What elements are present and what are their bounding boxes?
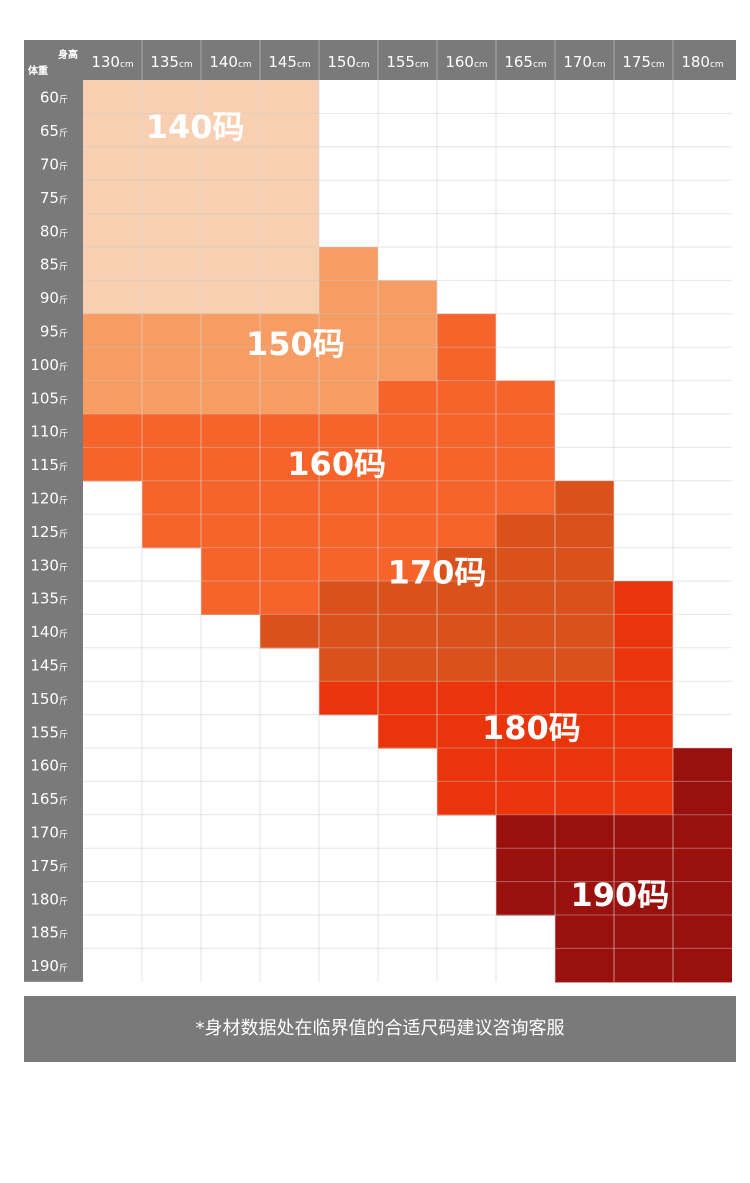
- size-zone-cell-4-17: [614, 647, 673, 682]
- row-header-bar: [24, 40, 83, 982]
- row-label: 115斤: [30, 456, 68, 474]
- column-label: 165cm: [504, 53, 546, 71]
- column-label: 145cm: [268, 53, 310, 71]
- size-zone-cell-3-13: [496, 514, 614, 549]
- size-zone-cell-0-4: [83, 213, 319, 248]
- column-label: 140cm: [209, 53, 251, 71]
- row-label: 175斤: [30, 857, 68, 875]
- size-zone-cell-5-20: [673, 748, 732, 782]
- row-label: 185斤: [30, 924, 68, 942]
- row-label: 140斤: [30, 623, 68, 641]
- column-label: 160cm: [445, 53, 487, 71]
- size-zone-cell-0-5: [83, 247, 319, 281]
- size-zone-cell-2-14: [201, 547, 437, 582]
- corner-column-header: 身高: [58, 48, 78, 61]
- row-label: 160斤: [30, 757, 68, 775]
- size-zone-cell-3-12: [555, 480, 614, 515]
- size-zone-cell-5-24: [496, 881, 732, 916]
- row-label: 90斤: [40, 289, 68, 307]
- size-zone-cell-2-9: [378, 380, 555, 415]
- size-zone-cell-2-11: [83, 447, 555, 482]
- size-zone-cell-4-20: [437, 748, 673, 782]
- row-label: 60斤: [40, 89, 68, 107]
- row-label: 155斤: [30, 723, 68, 741]
- size-zone-cell-4-19: [378, 714, 673, 749]
- size-zone-cell-3-14: [437, 547, 614, 582]
- size-zone-cell-5-23: [496, 848, 732, 883]
- size-zone-cell-1-6: [319, 280, 437, 315]
- row-label: 120斤: [30, 490, 68, 508]
- footer-note: *身材数据处在临界值的合适尺码建议咨询客服: [24, 996, 736, 1062]
- row-label: 180斤: [30, 890, 68, 908]
- size-zone-cell-2-13: [142, 514, 496, 549]
- size-zone-cell-3-16: [260, 614, 614, 649]
- row-label: 190斤: [30, 957, 68, 975]
- size-zone-cell-3-17: [319, 647, 614, 682]
- size-zone-cell-4-16: [614, 614, 673, 649]
- size-zone-cell-1-8: [83, 347, 437, 382]
- size-zone-cell-2-12: [142, 480, 555, 515]
- size-zone-cell-4-18: [319, 681, 673, 716]
- size-zone-cell-5-25: [555, 915, 732, 949]
- size-zone-label: 170码: [388, 554, 487, 592]
- row-label: 165斤: [30, 790, 68, 808]
- row-label: 85斤: [40, 256, 68, 274]
- row-label: 125斤: [30, 523, 68, 541]
- row-label: 150斤: [30, 690, 68, 708]
- size-zone-label: 160码: [287, 445, 386, 483]
- size-zone-cell-4-21: [437, 781, 673, 816]
- size-zone-cell-0-0: [83, 80, 319, 114]
- row-label: 100斤: [30, 356, 68, 374]
- size-zone-cell-3-15: [319, 581, 614, 615]
- size-zone-cell-0-6: [83, 280, 319, 315]
- row-label: 65斤: [40, 122, 68, 140]
- row-label: 80斤: [40, 222, 68, 240]
- size-zone-cell-2-15: [201, 581, 319, 615]
- row-label: 170斤: [30, 824, 68, 842]
- row-label: 95斤: [40, 323, 68, 341]
- size-zone-cell-1-9: [83, 380, 378, 415]
- row-label: 130斤: [30, 556, 68, 574]
- column-label: 150cm: [327, 53, 369, 71]
- size-zone-cell-5-26: [555, 948, 732, 983]
- size-zone-cell-0-1: [83, 113, 319, 148]
- size-zone-cell-2-8: [437, 347, 496, 382]
- column-header-bar: [24, 40, 736, 80]
- size-zone-cell-2-7: [437, 313, 496, 348]
- row-label: 105斤: [30, 389, 68, 407]
- size-zone-label: 180码: [482, 709, 581, 747]
- size-zone-cell-4-15: [614, 581, 673, 615]
- size-zone-cell-5-22: [496, 814, 732, 849]
- column-label: 170cm: [563, 53, 605, 71]
- size-zone-cell-5-21: [673, 781, 732, 816]
- size-zone-cell-1-5: [319, 247, 378, 281]
- row-label: 75斤: [40, 189, 68, 207]
- column-label: 155cm: [386, 53, 428, 71]
- size-zone-cell-1-7: [83, 313, 437, 348]
- size-zone-cell-2-10: [83, 414, 555, 448]
- size-zone-label: 190码: [570, 876, 669, 914]
- column-label: 135cm: [150, 53, 192, 71]
- row-label: 145斤: [30, 657, 68, 675]
- row-label: 110斤: [30, 423, 68, 441]
- size-zone-label: 150码: [246, 325, 345, 363]
- size-zone-cell-0-3: [83, 180, 319, 215]
- row-label: 70斤: [40, 156, 68, 174]
- row-label: 135斤: [30, 590, 68, 608]
- size-zone-label: 140码: [146, 108, 245, 146]
- corner-row-header: 体重: [28, 64, 48, 77]
- size-zone-cell-0-2: [83, 146, 319, 181]
- column-label: 175cm: [622, 53, 664, 71]
- column-label: 130cm: [91, 53, 133, 71]
- column-label: 180cm: [681, 53, 723, 71]
